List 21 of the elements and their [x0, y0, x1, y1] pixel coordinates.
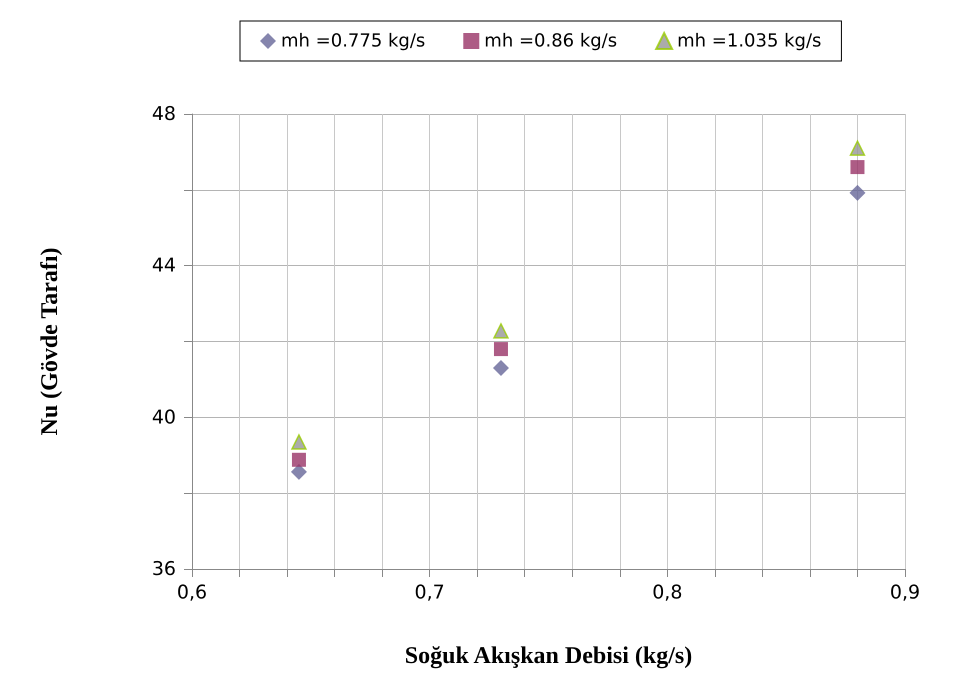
x-tick-label: 0,6 — [176, 582, 208, 604]
x-tick-label: 0,8 — [652, 582, 682, 604]
y-tick-label: 44 — [152, 254, 176, 277]
point — [849, 184, 866, 201]
y-axis-title: Nu (Gövde Tarafı) — [37, 247, 63, 436]
point — [291, 434, 307, 450]
legend-label: mh =0.775 kg/s — [281, 30, 426, 52]
point — [850, 160, 864, 174]
point — [492, 360, 509, 376]
point — [850, 140, 866, 156]
legend-label: mh =0.86 kg/s — [484, 30, 618, 52]
y-tick-label: 36 — [152, 558, 176, 580]
legend-label: mh =1.035 kg/s — [677, 30, 822, 52]
x-tick-label: 0,9 — [890, 582, 920, 604]
point — [493, 323, 509, 339]
y-tick-label: 48 — [152, 103, 176, 125]
y-tick-label: 40 — [152, 406, 176, 428]
point — [494, 342, 508, 356]
point — [292, 452, 306, 467]
x-axis-title: Soğuk Akışkan Debisi (kg/s) — [404, 643, 692, 669]
x-tick-label: 0,7 — [414, 582, 445, 604]
